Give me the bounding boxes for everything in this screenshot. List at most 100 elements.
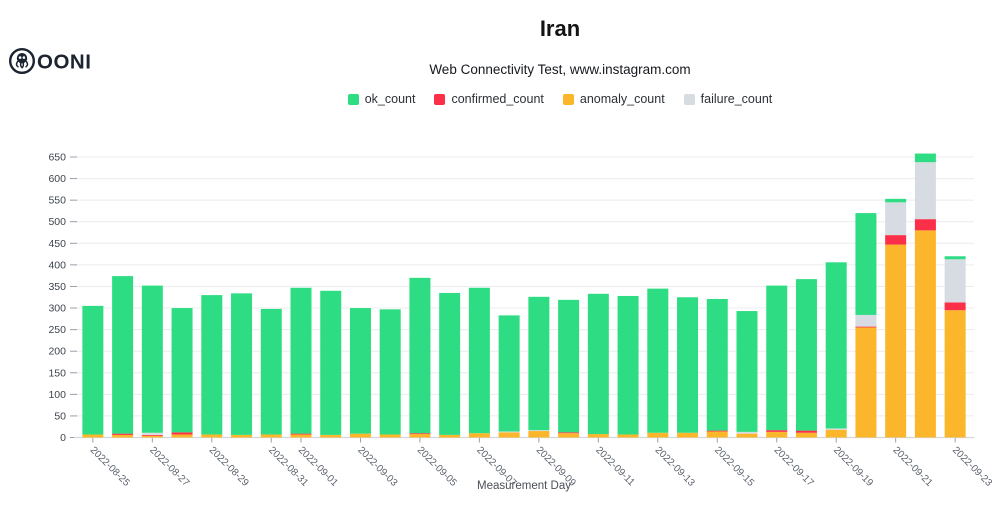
y-axis-label: 600 xyxy=(48,173,66,185)
bar-segment-anomaly_count[interactable] xyxy=(260,434,282,438)
bar-segment-ok_count[interactable] xyxy=(141,285,163,433)
bar-segment-confirmed_count[interactable] xyxy=(885,235,907,245)
ooni-logo[interactable]: OONI xyxy=(8,46,104,76)
bar-segment-ok_count[interactable] xyxy=(944,256,966,260)
x-axis-label: 2022-09-17 xyxy=(772,445,816,489)
bar-segment-ok_count[interactable] xyxy=(498,315,520,432)
x-axis-label: 2022-09-13 xyxy=(653,445,697,489)
bar-segment-anomaly_count[interactable] xyxy=(409,434,431,438)
bar-segment-anomaly_count[interactable] xyxy=(795,432,817,438)
bar-segment-anomaly_count[interactable] xyxy=(498,432,520,438)
bar-segment-anomaly_count[interactable] xyxy=(349,433,371,438)
bar-segment-anomaly_count[interactable] xyxy=(141,435,163,438)
y-axis-label: 100 xyxy=(48,389,66,401)
bar-segment-anomaly_count[interactable] xyxy=(201,434,223,438)
bar-segment-ok_count[interactable] xyxy=(231,293,253,435)
bar-segment-anomaly_count[interactable] xyxy=(914,230,936,438)
bar-segment-ok_count[interactable] xyxy=(439,292,461,435)
bar-segment-ok_count[interactable] xyxy=(558,299,580,433)
bar-segment-anomaly_count[interactable] xyxy=(736,433,758,438)
bar-segment-confirmed_count[interactable] xyxy=(171,432,193,435)
bar-segment-failure_count[interactable] xyxy=(141,432,163,435)
bar-segment-failure_count[interactable] xyxy=(498,431,520,433)
bar-segment-anomaly_count[interactable] xyxy=(112,434,134,438)
x-axis-label: 2022-09-15 xyxy=(712,445,756,489)
bar-segment-failure_count[interactable] xyxy=(528,430,550,432)
legend-item-failure_count[interactable]: failure_count xyxy=(683,92,772,106)
bar-segment-ok_count[interactable] xyxy=(587,293,609,435)
bar-segment-ok_count[interactable] xyxy=(528,296,550,431)
bar-segment-ok_count[interactable] xyxy=(647,288,669,433)
bar-segment-ok_count[interactable] xyxy=(349,308,371,434)
bar-segment-ok_count[interactable] xyxy=(409,277,431,434)
bar-segment-anomaly_count[interactable] xyxy=(528,431,550,438)
bar-segment-anomaly_count[interactable] xyxy=(379,434,401,438)
bar-segment-anomaly_count[interactable] xyxy=(677,432,699,438)
bar-segment-failure_count[interactable] xyxy=(944,259,966,303)
bar-segment-ok_count[interactable] xyxy=(379,309,401,435)
bar-segment-anomaly_count[interactable] xyxy=(825,429,847,438)
legend-item-ok_count[interactable]: ok_count xyxy=(347,92,415,106)
bar-segment-anomaly_count[interactable] xyxy=(587,434,609,438)
legend-item-anomaly_count[interactable]: anomaly_count xyxy=(562,92,665,106)
bar-segment-anomaly_count[interactable] xyxy=(82,434,104,438)
bar-segment-confirmed_count[interactable] xyxy=(141,434,163,436)
bar-segment-failure_count[interactable] xyxy=(914,162,936,220)
page-title: Iran xyxy=(539,16,581,41)
y-axis-label: 250 xyxy=(48,324,66,336)
legend-swatch-ok_count xyxy=(347,93,359,105)
bar-segment-anomaly_count[interactable] xyxy=(558,433,580,438)
bar-segment-ok_count[interactable] xyxy=(82,305,104,435)
bar-segment-anomaly_count[interactable] xyxy=(468,433,490,438)
bar-segment-confirmed_count[interactable] xyxy=(290,433,312,435)
bar-segment-ok_count[interactable] xyxy=(290,287,312,434)
bar-segment-ok_count[interactable] xyxy=(260,308,282,435)
ooni-octopus-icon: OONI xyxy=(8,47,91,75)
bar-segment-ok_count[interactable] xyxy=(914,153,936,163)
bar-segment-confirmed_count[interactable] xyxy=(795,430,817,433)
bar-segment-anomaly_count[interactable] xyxy=(885,244,907,438)
bar-segment-anomaly_count[interactable] xyxy=(439,434,461,438)
bar-segment-confirmed_count[interactable] xyxy=(409,433,431,435)
bar-segment-anomaly_count[interactable] xyxy=(944,310,966,438)
bar-segment-anomaly_count[interactable] xyxy=(290,434,312,438)
bar-segment-ok_count[interactable] xyxy=(112,276,134,434)
bar-segment-anomaly_count[interactable] xyxy=(171,434,193,438)
legend-item-confirmed_count[interactable]: confirmed_count xyxy=(434,92,544,106)
bar-segment-anomaly_count[interactable] xyxy=(647,432,669,438)
bar-segment-ok_count[interactable] xyxy=(736,311,758,432)
bar-segment-ok_count[interactable] xyxy=(825,262,847,429)
bar-segment-anomaly_count[interactable] xyxy=(320,434,342,438)
bar-segment-ok_count[interactable] xyxy=(201,295,223,435)
bar-segment-failure_count[interactable] xyxy=(736,431,758,434)
bar-segment-anomaly_count[interactable] xyxy=(766,431,788,438)
bar-segment-ok_count[interactable] xyxy=(795,279,817,431)
bar-segment-ok_count[interactable] xyxy=(320,290,342,435)
bar-segment-ok_count[interactable] xyxy=(885,198,907,203)
bar-segment-confirmed_count[interactable] xyxy=(706,430,728,432)
x-axis-label: 2022-08-27 xyxy=(147,445,191,489)
bar-segment-ok_count[interactable] xyxy=(706,298,728,431)
bar-segment-ok_count[interactable] xyxy=(677,297,699,433)
bar-segment-failure_count[interactable] xyxy=(885,202,907,236)
bar-segment-confirmed_count[interactable] xyxy=(914,219,936,231)
bar-segment-ok_count[interactable] xyxy=(171,308,193,433)
bar-segment-ok_count[interactable] xyxy=(766,285,788,431)
bar-segment-anomaly_count[interactable] xyxy=(855,327,877,438)
bar-segment-confirmed_count[interactable] xyxy=(766,430,788,432)
bar-segment-confirmed_count[interactable] xyxy=(558,432,580,434)
bar-segment-confirmed_count[interactable] xyxy=(112,433,134,435)
bar-segment-ok_count[interactable] xyxy=(468,287,490,434)
bar-segment-confirmed_count[interactable] xyxy=(944,302,966,311)
bar-segment-anomaly_count[interactable] xyxy=(617,434,639,438)
y-axis-label: 50 xyxy=(54,410,66,422)
bar-segment-failure_count[interactable] xyxy=(855,314,877,327)
bar-segment-confirmed_count[interactable] xyxy=(855,326,877,328)
bar-segment-anomaly_count[interactable] xyxy=(231,434,253,438)
bar-segment-ok_count[interactable] xyxy=(617,295,639,435)
bar-segment-anomaly_count[interactable] xyxy=(706,431,728,438)
bar-segment-ok_count[interactable] xyxy=(855,213,877,315)
x-axis-label: 2022-09-19 xyxy=(831,445,875,489)
bar-segment-failure_count[interactable] xyxy=(825,428,847,430)
